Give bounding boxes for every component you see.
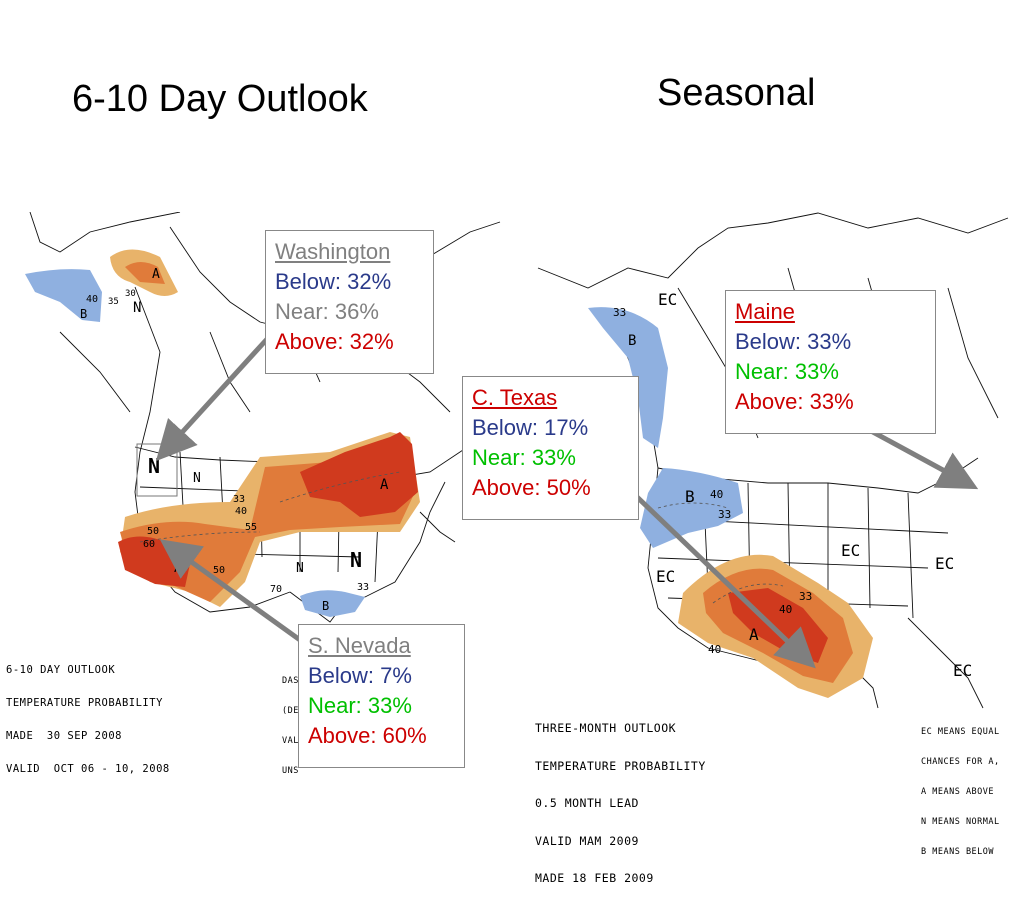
- callout-washington: Washington Below: 32% Near: 36% Above: 3…: [265, 230, 434, 374]
- label-b-gulf: B: [322, 599, 329, 613]
- legend-partial-line: (DE: [282, 706, 299, 716]
- legend-left-line: 6-10 DAY OUTLOOK: [6, 664, 116, 676]
- callout-maine: Maine Below: 33% Near: 33% Above: 33%: [725, 290, 936, 434]
- label-33-b: 33: [357, 582, 369, 593]
- legend-right-line: MADE 18 FEB 2009: [535, 871, 654, 885]
- label-ec-southwest: EC: [656, 567, 675, 586]
- label-a-south: A: [749, 625, 759, 644]
- title-6-10-day-outlook: 6-10 Day Outlook: [72, 78, 368, 120]
- callout-nevada-below: Below: 7%: [308, 663, 412, 688]
- legend-ec-line: N MEANS NORMAL: [921, 817, 1000, 827]
- callout-maine-below: Below: 33%: [735, 329, 852, 354]
- legend-6-10-day: 6-10 DAY OUTLOOK TEMPERATURE PROBABILITY…: [6, 643, 170, 786]
- label-ec-atlantic: EC: [935, 554, 954, 573]
- callout-washington-name: Washington: [275, 239, 391, 264]
- callout-washington-near: Near: 36%: [275, 299, 379, 324]
- legend-left-partial: DAS (DE VAL UNS: [282, 656, 299, 786]
- legend-ec-line: B MEANS BELOW: [921, 847, 995, 857]
- above-region-dark-northeast: [300, 432, 418, 517]
- label-40-a: 40: [710, 488, 723, 501]
- callout-texas-name: C. Texas: [472, 385, 558, 410]
- label-n-alaska: N: [133, 300, 141, 316]
- label-35: 35: [108, 297, 119, 307]
- label-n-central: N: [350, 548, 362, 572]
- legend-right-line: 0.5 MONTH LEAD: [535, 796, 639, 810]
- label-40-c: 40: [708, 643, 721, 656]
- contour-lines: [139, 471, 401, 543]
- above-normal-shading: [678, 554, 873, 698]
- label-40-b: 40: [779, 603, 792, 616]
- label-b-west: B: [685, 487, 695, 506]
- legend-ec-line: A MEANS ABOVE: [921, 787, 995, 797]
- label-a-alaska: A: [152, 267, 160, 282]
- above-region-alaska-inner: [125, 262, 165, 284]
- label-ec-florida: EC: [953, 661, 972, 680]
- legend-partial-line: VAL: [282, 736, 299, 746]
- callout-texas: C. Texas Below: 17% Near: 33% Above: 50%: [462, 376, 639, 520]
- below-region-gulf: [300, 590, 365, 617]
- label-b-alaska: B: [80, 307, 87, 321]
- callout-texas-near: Near: 33%: [472, 445, 576, 470]
- callout-nevada-near: Near: 33%: [308, 693, 412, 718]
- callout-washington-above: Above: 32%: [275, 329, 394, 354]
- callout-nevada-name: S. Nevada: [308, 633, 411, 658]
- callout-texas-below: Below: 17%: [472, 415, 589, 440]
- label-70: 70: [270, 584, 282, 595]
- label-33-a: 33: [233, 494, 245, 505]
- callout-maine-above: Above: 33%: [735, 389, 854, 414]
- legend-left-line: VALID OCT 06 - 10, 2008: [6, 763, 170, 775]
- label-40-b: 40: [86, 294, 98, 305]
- label-50-a: 50: [147, 526, 159, 537]
- label-n-washington: N: [148, 454, 160, 478]
- label-33-a: 33: [613, 306, 626, 319]
- title-seasonal: Seasonal: [657, 72, 816, 114]
- label-40-a: 40: [235, 506, 247, 517]
- label-a-southwest: A: [174, 560, 183, 576]
- legend-ec-line: CHANCES FOR A,: [921, 757, 1000, 767]
- legend-right-line: TEMPERATURE PROBABILITY: [535, 758, 706, 773]
- legend-partial-line: DAS: [282, 676, 299, 686]
- label-a-northeast: A: [380, 477, 389, 493]
- legend-three-month: THREE-MONTH OUTLOOK TEMPERATURE PROBABIL…: [535, 697, 706, 897]
- label-n-2: N: [193, 471, 201, 486]
- callout-maine-near: Near: 33%: [735, 359, 839, 384]
- legend-ec-line: EC MEANS EQUAL: [921, 727, 1000, 737]
- legend-left-line: TEMPERATURE PROBABILITY: [6, 697, 163, 709]
- label-55: 55: [245, 522, 257, 533]
- below-region-northwest: [588, 307, 668, 448]
- below-region-alaska-west: [25, 269, 102, 322]
- callout-nevada: S. Nevada Below: 7% Near: 33% Above: 60%: [298, 624, 465, 768]
- label-33-b: 33: [718, 508, 731, 521]
- callout-nevada-above: Above: 60%: [308, 723, 427, 748]
- label-50-b: 50: [213, 565, 225, 576]
- label-60: 60: [143, 539, 155, 550]
- callout-texas-above: Above: 50%: [472, 475, 591, 500]
- callout-maine-name: Maine: [735, 299, 795, 324]
- legend-right-line: THREE-MONTH OUTLOOK: [535, 721, 677, 735]
- label-ec-east: EC: [841, 541, 860, 560]
- callout-washington-below: Below: 32%: [275, 269, 392, 294]
- label-ec-canada: EC: [658, 290, 677, 309]
- label-30: 30: [125, 289, 136, 299]
- label-n-3: N: [296, 561, 304, 576]
- legend-right-line: VALID MAM 2009: [535, 833, 639, 848]
- label-33-c: 33: [799, 590, 812, 603]
- below-normal-shading: [25, 269, 365, 617]
- label-b-northwest: B: [628, 333, 636, 349]
- legend-left-line: MADE 30 SEP 2008: [6, 730, 122, 742]
- legend-ec-key: EC MEANS EQUAL CHANCES FOR A, A MEANS AB…: [921, 707, 1000, 867]
